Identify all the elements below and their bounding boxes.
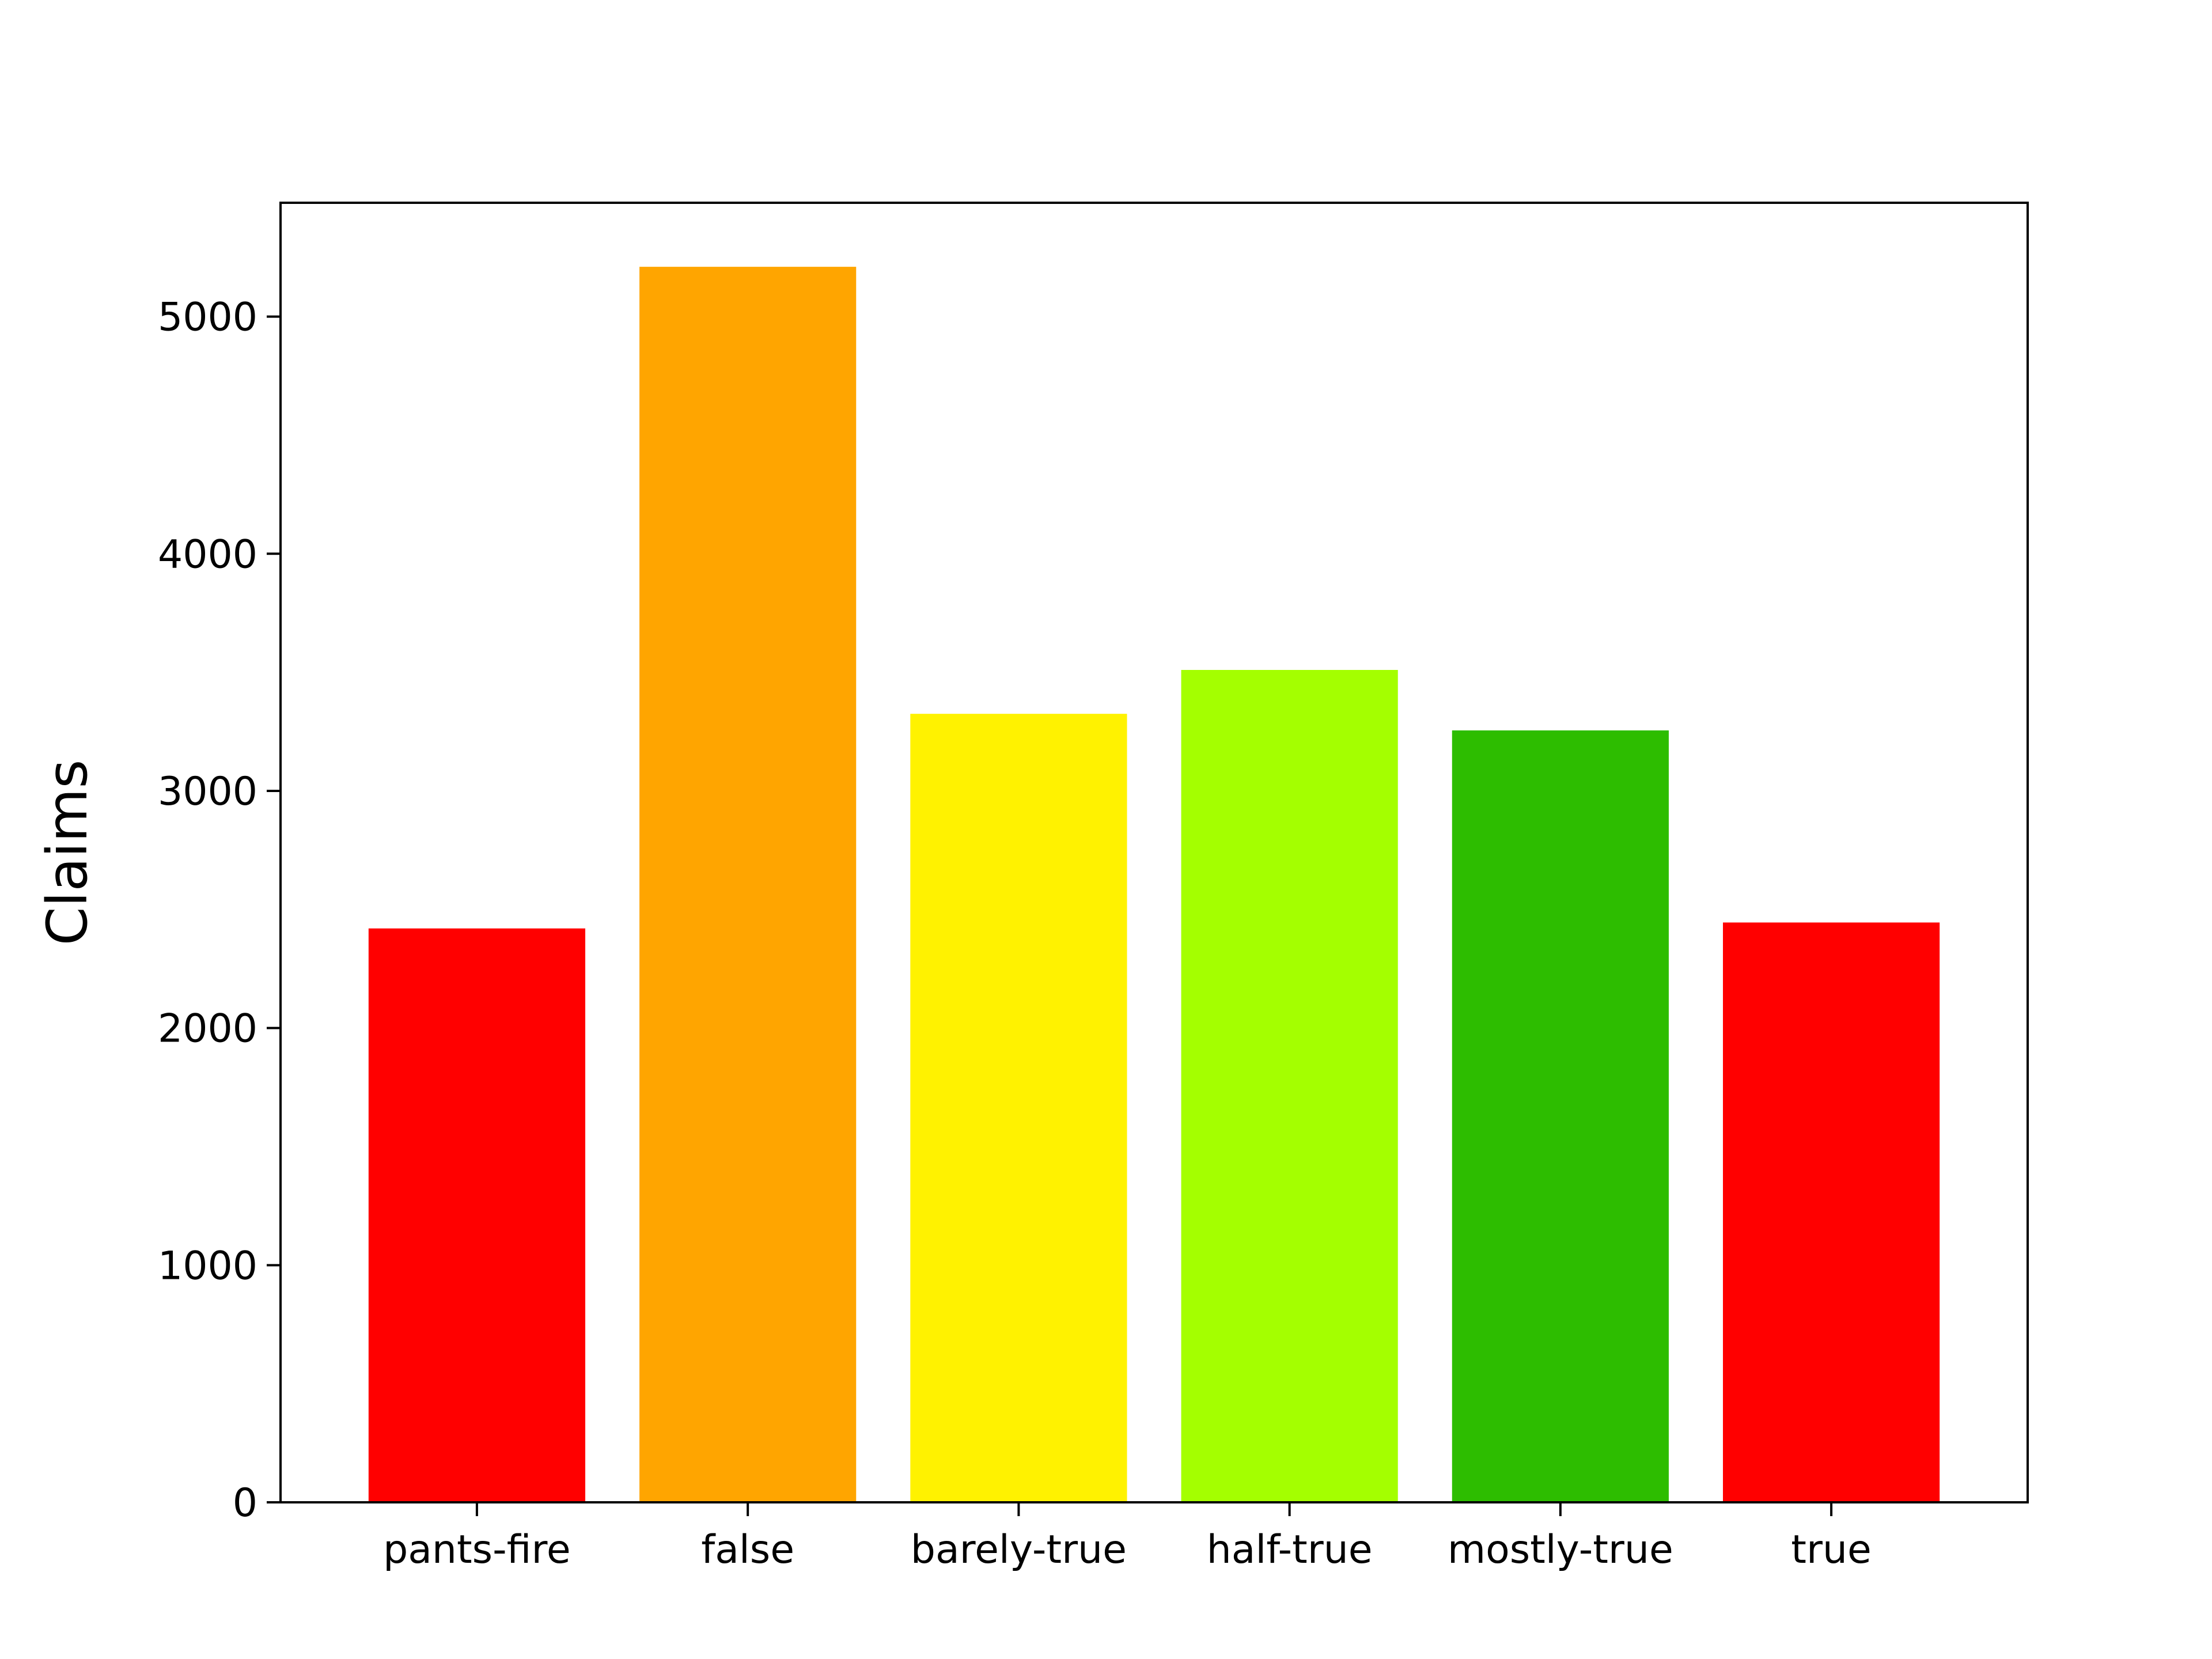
bar-mostly-true	[1452, 730, 1669, 1502]
y-axis-title: Claims	[35, 760, 100, 946]
x-tick-label: mostly-true	[1448, 1527, 1673, 1573]
plot-frame	[279, 202, 2029, 1503]
bar-false	[639, 267, 857, 1502]
x-tick-label: true	[1791, 1527, 1872, 1573]
y-tick-label: 4000	[158, 532, 257, 577]
x-tick-label: half-true	[1207, 1527, 1373, 1573]
y-tick-label: 3000	[158, 769, 257, 815]
y-tick-label: 0	[233, 1480, 257, 1526]
x-tick-label: pants-fire	[383, 1527, 571, 1573]
y-tick-label: 2000	[158, 1006, 257, 1052]
y-tick-label: 5000	[158, 295, 257, 340]
bar-true	[1722, 922, 1940, 1502]
y-axis: 0 1000 2000 3000 4000 5000	[158, 295, 281, 1526]
x-tick-label: barely-true	[911, 1527, 1127, 1573]
bar-half-true	[1181, 670, 1398, 1502]
bars-group	[368, 267, 1940, 1502]
y-tick-label: 1000	[158, 1243, 257, 1289]
bar-barely-true	[910, 714, 1127, 1502]
x-tick-label: false	[701, 1527, 794, 1573]
x-axis: pants-fire false barely-true half-true mostl…	[383, 1502, 1872, 1573]
bar-pants-fire	[368, 928, 586, 1502]
